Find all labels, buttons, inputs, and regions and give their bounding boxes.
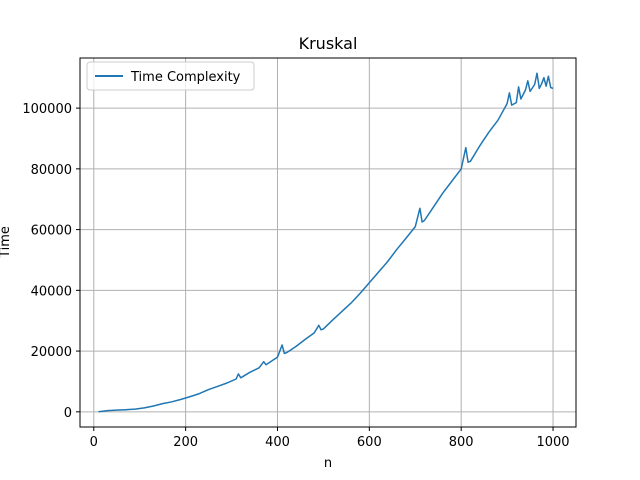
x-tick-label: 200 [173, 435, 198, 450]
series-line-time-complexity [98, 72, 554, 413]
y-tick-label: 20000 [31, 345, 72, 360]
plot-frame [79, 57, 577, 428]
y-axis: 0 20000 40000 60000 80000 100000 [22, 102, 80, 421]
x-axis-label: n [324, 456, 332, 471]
y-tick-label: 40000 [31, 284, 72, 299]
y-tick-label: 60000 [31, 224, 72, 239]
x-tick-label: 0 [90, 435, 98, 450]
grid-lines [80, 58, 576, 427]
legend-box [86, 61, 255, 91]
x-tick-label: 600 [357, 435, 382, 450]
x-axis: 0 200 400 600 800 1000 [90, 427, 570, 450]
y-tick-label: 80000 [31, 163, 72, 178]
y-tick-label: 100000 [22, 102, 72, 117]
series-lines [98, 72, 554, 413]
legend: Time Complexity [86, 61, 255, 91]
legend-label: Time Complexity [130, 70, 241, 85]
plot-area [80, 58, 576, 427]
x-tick-label: 1000 [536, 435, 569, 450]
x-tick-label: 400 [265, 435, 290, 450]
chart-title: Kruskal [299, 34, 358, 53]
y-axis-label: Time [0, 226, 13, 259]
y-tick-label: 0 [64, 406, 72, 421]
x-tick-label: 800 [449, 435, 474, 450]
